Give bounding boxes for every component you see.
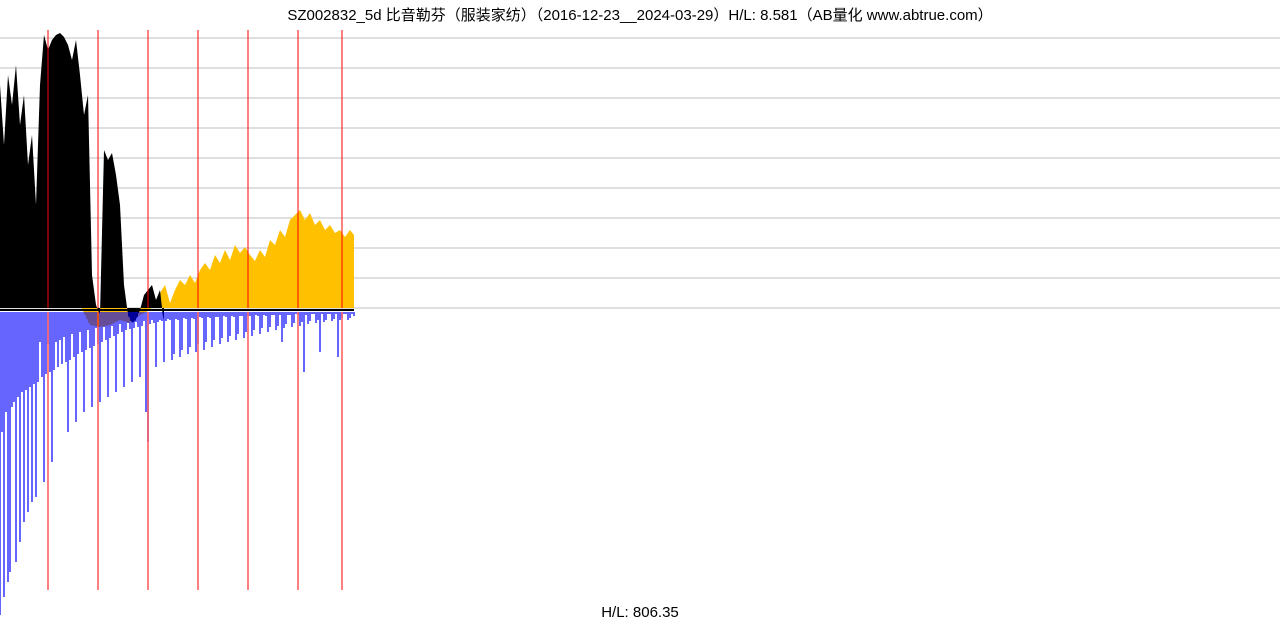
chart-canvas [0, 0, 1280, 620]
price-area-black [0, 33, 164, 325]
chart-footer: H/L: 806.35 [0, 604, 1280, 620]
